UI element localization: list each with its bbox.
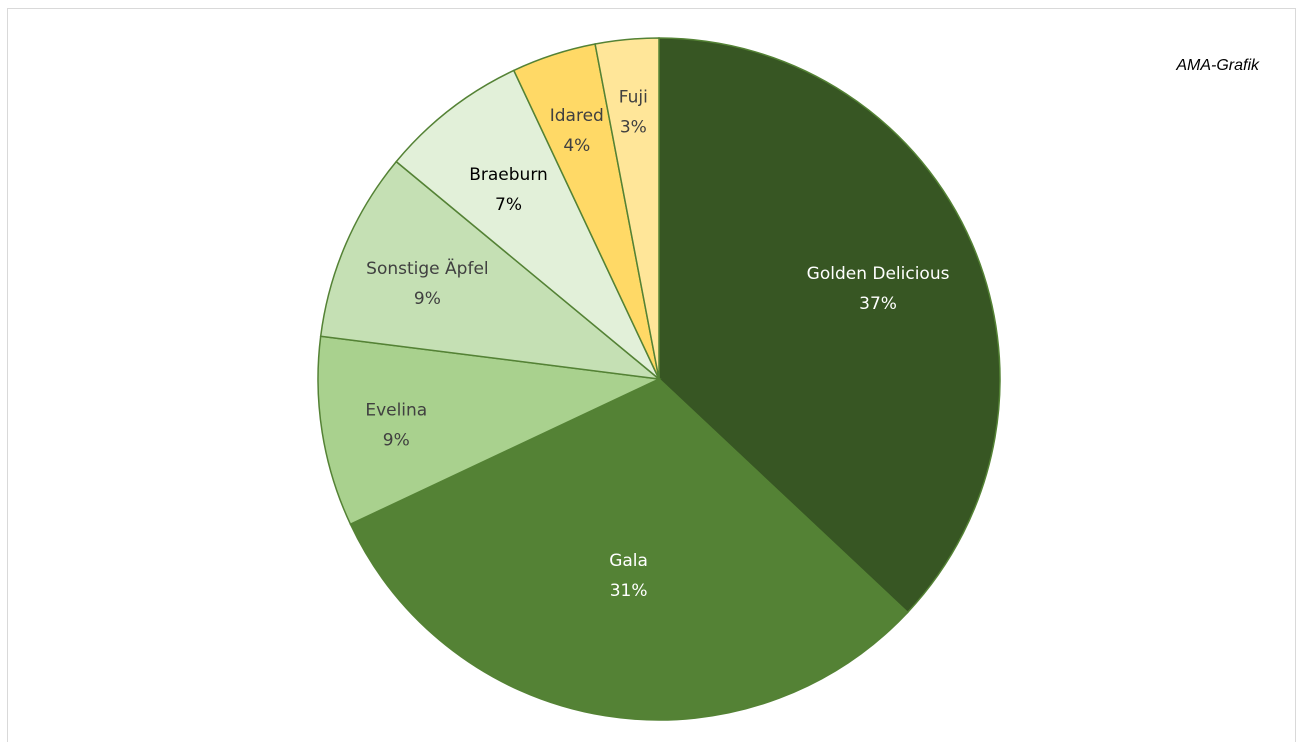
- slice-percent-label: 4%: [563, 136, 590, 156]
- pie-slice-braeburn: [395, 69, 660, 380]
- slice-name-label: Gala: [609, 551, 648, 571]
- slice-name-label: Braeburn: [469, 165, 548, 185]
- slice-name-label: Sonstige Äpfel: [366, 258, 488, 279]
- pie-slice-gala: [349, 378, 909, 721]
- source-label: AMA-Grafik: [1176, 57, 1259, 74]
- pie-slice-evelina: [317, 335, 662, 526]
- pie-slice-sonstige-äpfel: [319, 160, 662, 381]
- pie-slice-golden-delicious: [658, 37, 1001, 614]
- slice-percent-label: 31%: [610, 581, 648, 601]
- pie-slice-fuji: [594, 37, 660, 380]
- slice-percent-label: 9%: [383, 431, 410, 451]
- slice-name-label: Fuji: [619, 87, 648, 107]
- slice-name-label: Evelina: [365, 401, 427, 421]
- slice-name-label: Idared: [550, 106, 604, 126]
- slice-percent-label: 37%: [859, 294, 897, 314]
- slice-percent-label: 3%: [620, 117, 647, 137]
- slice-percent-label: 9%: [414, 289, 441, 309]
- slice-percent-label: 7%: [495, 195, 522, 215]
- slice-name-label: Golden Delicious: [807, 264, 950, 284]
